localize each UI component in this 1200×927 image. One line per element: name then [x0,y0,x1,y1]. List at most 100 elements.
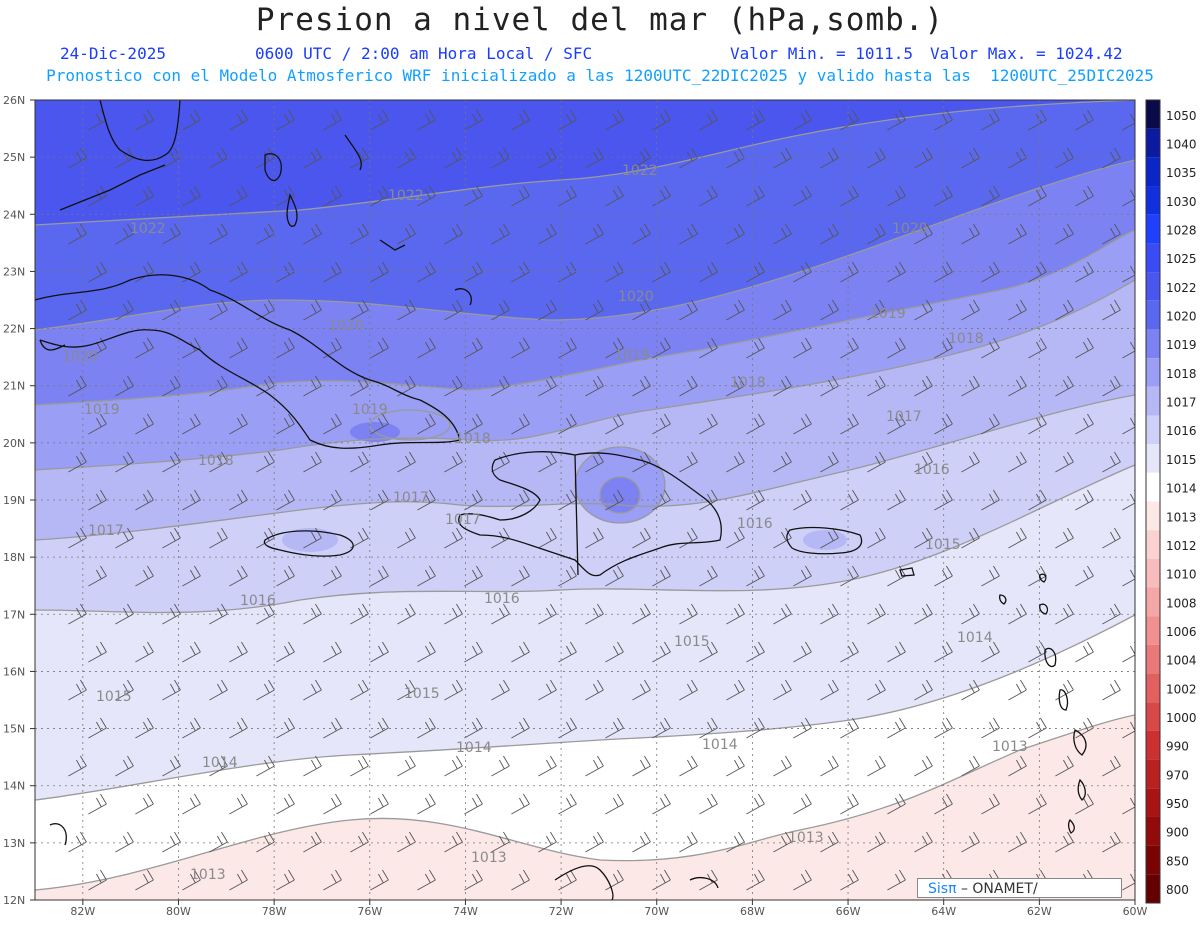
wind-barb [209,527,228,549]
wind-barb [867,375,886,397]
wind-barb [1028,109,1047,131]
wind-barb [793,261,812,283]
contour-label: 1013 [471,850,507,866]
wind-barb [632,527,651,549]
wind-barb [1055,375,1074,397]
wind-barb [417,717,436,739]
wind-barb [558,109,577,131]
wind-barb [115,527,134,549]
wind-barb [961,299,980,321]
wind-barb [1008,527,1027,549]
wind-barb [585,223,604,245]
wind-barb [887,489,906,511]
wind-barb [793,413,812,435]
contour-label: 1019 [614,348,650,364]
wind-barb [135,641,154,663]
wind-barb [1028,185,1047,207]
wind-barb [934,489,953,511]
wind-barb [323,489,342,511]
wind-barb [699,185,718,207]
wind-barb [840,641,859,663]
wind-barb [417,413,436,435]
wind-barb [605,261,624,283]
lat-label: 22N [3,323,25,336]
lat-label: 20N [3,437,25,450]
contour-label: 1017 [445,512,481,528]
wind-barb [491,375,510,397]
colorbar-swatch [1146,243,1160,273]
wind-barb [726,527,745,549]
wind-barb [961,831,980,853]
wind-barb [605,717,624,739]
wind-barb [538,299,557,321]
contour-label: 1016 [240,593,276,609]
wind-barb [1028,489,1047,511]
colorbar-label: 800 [1166,883,1189,897]
colorbar-label: 1000 [1166,711,1197,725]
wind-barb [303,375,322,397]
wind-barb [726,375,745,397]
colorbar-swatch [1146,186,1160,215]
wind-barb [303,147,322,169]
wind-barb [1008,299,1027,321]
wind-barb [370,565,389,587]
colorbar-label: 950 [1166,797,1189,811]
wind-barb [182,261,201,283]
wind-barb [679,451,698,473]
wind-barb [1075,565,1094,587]
colorbar-label: 990 [1166,740,1189,754]
wind-barb [162,223,181,245]
wind-barb [867,603,886,625]
wind-barb [68,527,87,549]
lat-label: 18N [3,551,25,564]
wind-barb [632,299,651,321]
colorbar-label: 1040 [1166,137,1197,151]
wind-barb [1008,375,1027,397]
wind-barb [182,109,201,131]
wind-barb [867,451,886,473]
wind-barb [793,565,812,587]
wind-barb [746,261,765,283]
wind-barb [538,755,557,777]
wind-barb [135,793,154,815]
wind-barb [605,489,624,511]
contour-label: 1014 [456,740,492,756]
wind-barb [417,793,436,815]
wind-barb [820,831,839,853]
wind-barb [699,565,718,587]
wind-barb [135,337,154,359]
wind-barb [981,489,1000,511]
contour-label: 1017 [88,523,124,539]
wind-barb [793,489,812,511]
wind-barb [679,375,698,397]
colorbar-label: 850 [1166,854,1189,868]
wind-barb [209,755,228,777]
colorbar-label: 900 [1166,826,1189,840]
contour-label: 1015 [674,634,710,650]
wind-barb [746,641,765,663]
wind-barb [887,793,906,815]
wind-barb [323,717,342,739]
wind-barb [773,375,792,397]
wind-barb [1075,261,1094,283]
wind-barb [491,223,510,245]
wind-barb [256,755,275,777]
wind-barb [417,261,436,283]
wind-barb [820,223,839,245]
wind-barb [464,185,483,207]
colorbar-swatch [1146,874,1160,903]
wind-barb [961,451,980,473]
wind-barb [867,679,886,701]
wind-barb [256,299,275,321]
logo-sis: Sisπ [928,881,957,897]
wind-barb [961,223,980,245]
lon-label: 68W [740,905,765,918]
wind-barb [699,109,718,131]
lon-label: 82W [70,905,95,918]
lat-label: 26N [3,94,25,107]
wind-barb [323,261,342,283]
wind-barb [1028,793,1047,815]
wind-barb [491,603,510,625]
wind-barb [867,299,886,321]
wind-barb [256,831,275,853]
